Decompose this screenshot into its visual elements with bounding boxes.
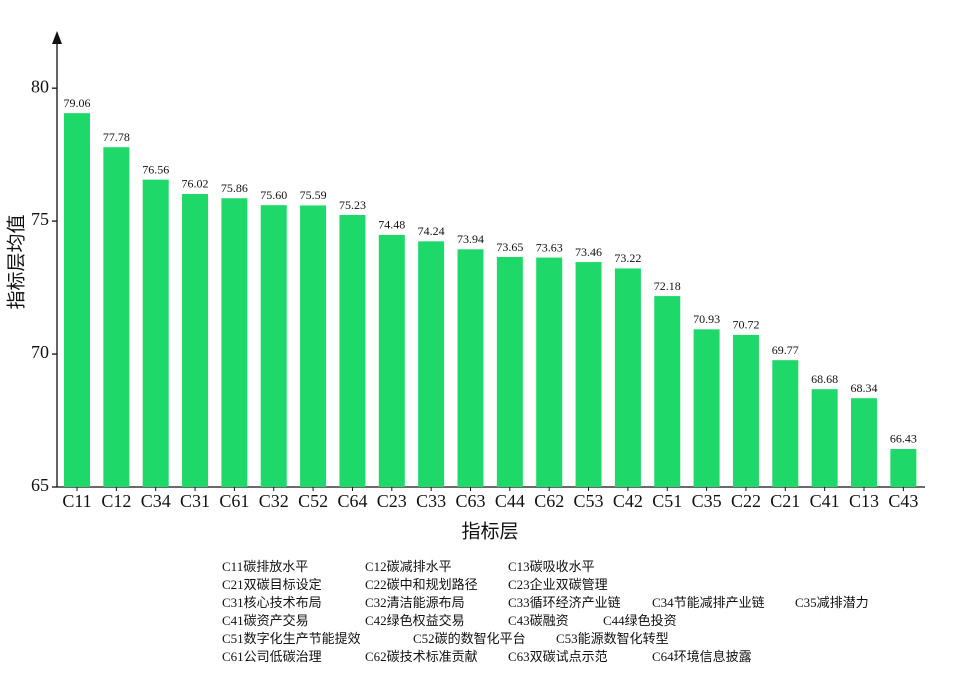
x-tick-label: C61	[219, 491, 249, 511]
value-label: 74.24	[418, 224, 445, 238]
legend-entry: C52碳的数智化平台	[413, 631, 526, 646]
legend-entry: C22碳中和规划路径	[365, 577, 478, 592]
y-tick-label: 70	[31, 342, 49, 362]
value-label: 73.22	[614, 251, 641, 265]
legend-entry: C32清洁能源布局	[365, 595, 465, 610]
x-tick-label: C12	[101, 491, 131, 511]
value-label: 75.59	[300, 188, 327, 202]
value-label: 73.94	[457, 232, 484, 246]
x-tick-label: C13	[849, 491, 879, 511]
bar	[457, 249, 484, 487]
x-tick-label: C22	[731, 491, 761, 511]
bar	[418, 241, 445, 487]
legend-entry: C35减排潜力	[795, 595, 869, 610]
value-label: 73.63	[536, 240, 563, 254]
bar	[614, 268, 641, 487]
x-tick-label: C31	[180, 491, 210, 511]
bar	[890, 448, 917, 487]
value-label: 75.86	[221, 181, 248, 195]
value-label: 66.43	[890, 432, 917, 446]
legend-entry: C53能源数智化转型	[556, 631, 669, 646]
bar	[536, 257, 563, 487]
value-label: 70.93	[693, 312, 720, 326]
legend-entry: C12碳减排水平	[365, 559, 452, 574]
x-tick-label: C41	[810, 491, 840, 511]
value-label: 73.65	[496, 240, 523, 254]
bar	[260, 205, 287, 487]
bar	[103, 147, 130, 488]
value-label: 68.34	[851, 381, 878, 395]
x-tick-label: C42	[613, 491, 643, 511]
legend-entry: C33循环经济产业链	[508, 595, 621, 610]
x-tick-label: C33	[416, 491, 446, 511]
legend-entry: C23企业双碳管理	[508, 577, 608, 592]
x-tick-label: C63	[455, 491, 485, 511]
x-tick-label: C23	[377, 491, 407, 511]
legend-entry: C44绿色投资	[603, 613, 677, 628]
value-label: 72.18	[654, 279, 681, 293]
x-tick-label: C21	[770, 491, 800, 511]
x-tick-label: C53	[574, 491, 604, 511]
bar	[339, 215, 366, 487]
legend-entry: C51数字化生产节能提效	[222, 631, 361, 646]
x-tick-label: C35	[692, 491, 722, 511]
value-label: 73.46	[575, 245, 602, 259]
x-tick-label: C62	[534, 491, 564, 511]
value-label: 77.78	[103, 130, 130, 144]
y-tick-label: 75	[31, 209, 49, 229]
x-tick-label: C11	[62, 491, 91, 511]
value-label: 79.06	[64, 96, 91, 110]
value-label: 70.72	[732, 318, 759, 332]
bar	[772, 360, 799, 487]
legend-entry: C62碳技术标准贡献	[365, 649, 478, 664]
legend-entry: C63双碳试点示范	[508, 649, 608, 664]
legend-entry: C42绿色权益交易	[365, 613, 465, 628]
legend-entry: C41碳资产交易	[222, 613, 309, 628]
legend-entry: C64环境信息披露	[652, 649, 752, 664]
x-tick-label: C52	[298, 491, 328, 511]
y-tick-label: 65	[31, 475, 49, 495]
bar	[142, 179, 169, 487]
bar	[693, 329, 720, 487]
legend-entry: C21双碳目标设定	[222, 577, 322, 592]
bar	[182, 193, 209, 487]
bar	[732, 334, 759, 487]
legend-entry: C11碳排放水平	[222, 559, 308, 574]
x-tick-label: C32	[259, 491, 289, 511]
bar	[851, 398, 877, 487]
bar	[654, 296, 681, 487]
x-tick-label: C43	[888, 491, 918, 511]
y-axis-arrow	[52, 31, 62, 44]
legend-entry: C13碳吸收水平	[508, 559, 595, 574]
value-label: 74.48	[378, 218, 405, 232]
x-tick-label: C51	[652, 491, 682, 511]
y-tick-label: 80	[31, 76, 49, 96]
legend-entry: C43碳融资	[508, 613, 569, 628]
value-label: 75.23	[339, 198, 366, 212]
bar	[64, 113, 90, 488]
bar	[575, 262, 602, 487]
value-label: 69.77	[772, 343, 799, 357]
bar	[378, 234, 405, 487]
bar	[300, 205, 327, 487]
x-axis-label: 指标层	[461, 520, 518, 542]
bar	[221, 198, 248, 487]
bar	[496, 257, 523, 487]
value-label: 68.68	[811, 372, 838, 386]
legend-entry: C31核心技术布局	[222, 595, 322, 610]
y-axis-label: 指标层均值	[5, 214, 27, 309]
value-label: 75.60	[260, 188, 287, 202]
x-tick-label: C64	[337, 491, 367, 511]
x-tick-label: C44	[495, 491, 525, 511]
x-tick-label: C34	[141, 491, 171, 511]
value-label: 76.02	[182, 177, 209, 191]
legend-entry: C61公司低碳治理	[222, 649, 322, 664]
bar	[811, 389, 838, 487]
legend-entry: C34节能减排产业链	[652, 595, 765, 610]
value-label: 76.56	[142, 162, 169, 176]
